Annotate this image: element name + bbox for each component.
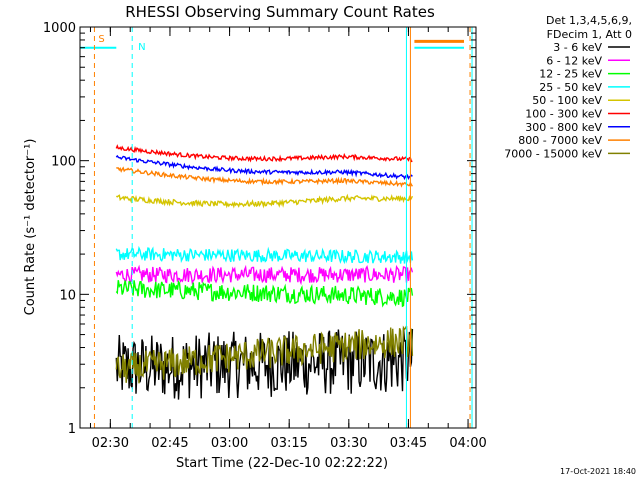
series-line-3 (115, 245, 414, 265)
y-tick-label: 1000 (43, 21, 76, 36)
legend-label-5: 100 - 300 keV (525, 108, 602, 121)
series-line-8 (115, 325, 414, 384)
render-timestamp: 17-Oct-2021 18:40 (560, 467, 636, 476)
series-line-6 (115, 154, 413, 181)
legend-label-1: 6 - 12 keV (546, 54, 602, 67)
x-tick-label: 03:00 (211, 436, 248, 451)
legend-label-2: 12 - 25 keV (539, 68, 602, 81)
x-tick-label: 03:45 (390, 436, 427, 451)
legend-label-8: 7000 - 15000 keV (504, 147, 602, 160)
plot-frame (79, 26, 477, 429)
legend-label-0: 3 - 6 keV (553, 41, 602, 54)
y-axis-label: Count Rate (s⁻¹ detector⁻¹) (23, 139, 38, 316)
series-line-1 (115, 264, 414, 286)
legend-label-3: 25 - 50 keV (539, 81, 602, 94)
series-line-7 (116, 166, 413, 188)
x-tick-label: 03:30 (330, 436, 367, 451)
legend-label-4: 50 - 100 keV (532, 94, 602, 107)
y-tick-label: 100 (51, 155, 76, 170)
series-line-5 (115, 144, 413, 163)
series-line-4 (115, 193, 414, 209)
y-tick-label: 1 (68, 422, 76, 437)
axes: 1 10 100 1000 02:30 02:45 03:00 03:15 03:30 03:45… (43, 21, 487, 451)
data-layer (115, 144, 414, 400)
legend-header-decimation: FDecim 1, Att 0 (547, 28, 632, 41)
chart-title: RHESSI Observing Summary Count Rates (125, 3, 435, 21)
x-axis-label: Start Time (22-Dec-10 02:22:22) (176, 456, 388, 471)
legend-header-detectors: Det 1,3,4,5,6,9, (546, 14, 632, 27)
saa-annotation: S (98, 34, 104, 45)
x-tick-label: 02:45 (151, 436, 188, 451)
legend-label-6: 300 - 800 keV (525, 121, 602, 134)
night-annotation: N (138, 42, 145, 53)
y-tick-label: 10 (59, 288, 76, 303)
series-line-2 (115, 279, 414, 308)
event-markers: SN (80, 27, 473, 428)
x-tick-label: 04:00 (449, 436, 486, 451)
x-tick-label: 02:30 (92, 436, 129, 451)
x-tick-label: 03:15 (270, 436, 307, 451)
legend-label-7: 800 - 7000 keV (518, 134, 602, 147)
